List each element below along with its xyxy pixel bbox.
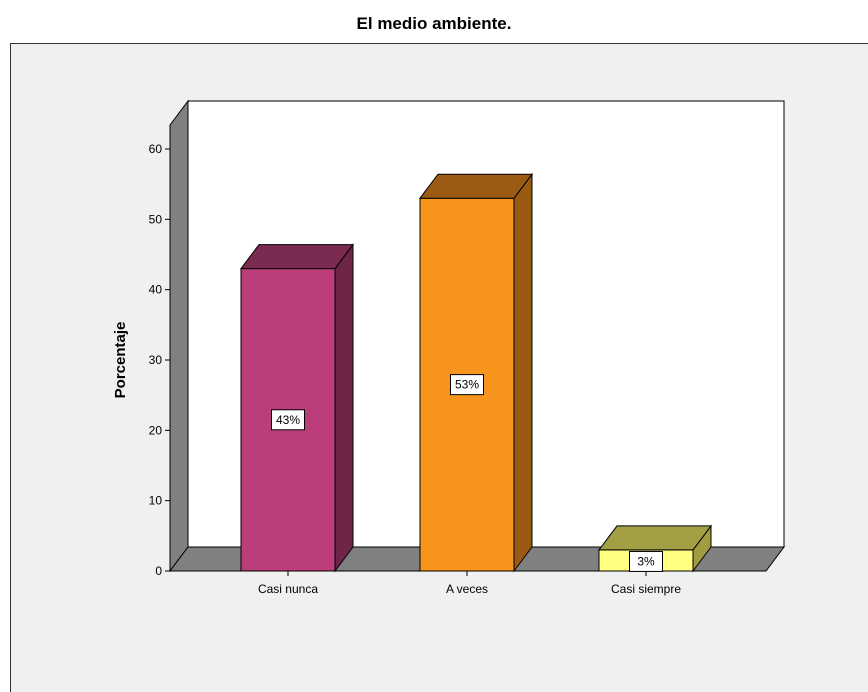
- y-tick-label: 0: [155, 564, 162, 578]
- bar-side: [513, 172, 533, 573]
- data-label-box: [450, 374, 484, 396]
- bar-top: [419, 173, 533, 199]
- y-axis-title: Porcentaje: [112, 322, 129, 399]
- data-label: 43%: [276, 413, 300, 427]
- y-tick-label: 50: [149, 212, 163, 226]
- data-label-box: [271, 409, 305, 431]
- y-tick-label: 20: [149, 423, 163, 437]
- chart-title: El medio ambiente.: [356, 14, 512, 33]
- bar-side: [334, 243, 354, 573]
- side-wall: [169, 99, 189, 573]
- data-label: 53%: [455, 378, 479, 392]
- x-tick-label: Casi nunca: [258, 582, 318, 596]
- y-tick-label: 60: [149, 142, 163, 156]
- x-tick-label: A veces: [446, 582, 488, 596]
- y-tick-label: 30: [149, 353, 163, 367]
- data-label: 3%: [637, 554, 655, 568]
- bar-top: [598, 525, 712, 551]
- y-tick-label: 40: [149, 283, 163, 297]
- x-tick-label: Casi siempre: [611, 582, 681, 596]
- bar-top: [240, 244, 354, 270]
- y-tick-label: 10: [149, 494, 163, 508]
